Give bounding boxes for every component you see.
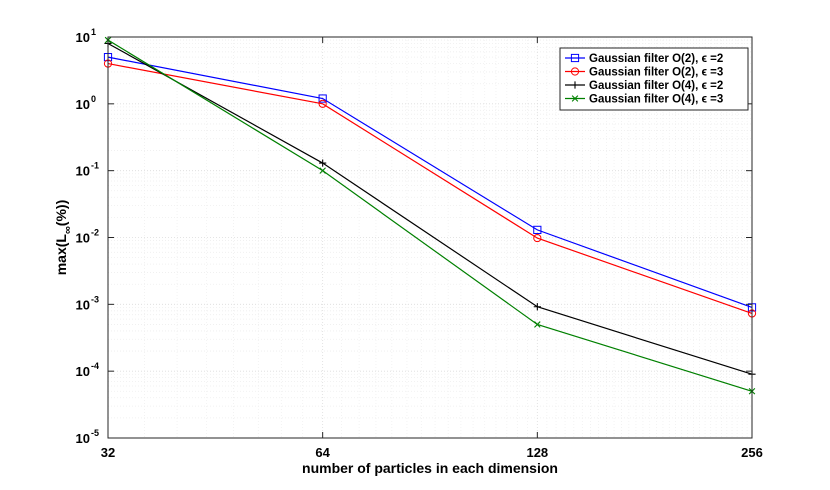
series-line [107,56,753,308]
y-tick-label: 10 [76,164,90,179]
y-tick-exponent: 1 [91,27,96,37]
y-tick-label: 10 [76,30,90,45]
y-tick-label: 10 [76,431,90,446]
legend-item: Gaussian filter O(2), ϵ =3 [565,67,723,79]
y-tick-label: 10 [76,297,90,312]
x-tick-label: 64 [315,445,330,460]
x-axis-label: number of particles in each dimension [302,460,558,476]
y-tick-exponent: -2 [91,228,99,238]
y-axis-label-tail: (%)) [53,200,69,226]
x-tick-label: 256 [741,445,763,460]
legend: Gaussian filter O(2), ϵ =2 Gaussian filte… [559,47,749,111]
y-tick-label: 10 [76,231,90,246]
series-line [107,63,753,315]
y-tick-exponent: 0 [91,94,96,104]
y-tick-label: 10 [76,97,90,112]
data-point [534,321,541,328]
legend-label: Gaussian filter O(4), ϵ =3 [589,94,723,106]
y-axis-label-main: max(L [53,234,69,276]
y-tick-exponent: -3 [91,294,99,304]
data-point [571,81,579,89]
x-tick-label: 32 [101,445,115,460]
series-group [103,36,757,395]
data-point [533,303,541,311]
x-tick-label: 128 [526,445,548,460]
legend-item: Gaussian filter O(2), ϵ =2 [565,53,723,65]
data-point [533,225,542,234]
y-tick-exponent: -4 [91,361,99,371]
data-point [570,53,580,63]
series-line [107,42,753,375]
legend-item: Gaussian filter O(4), ϵ =2 [565,80,723,92]
legend-label: Gaussian filter O(4), ϵ =2 [589,80,723,92]
data-point [571,95,579,102]
y-tick-label: 10 [76,364,90,379]
legend-item: Gaussian filter O(4), ϵ =3 [565,94,723,106]
y-axis-label-sub: ∞ [62,226,74,234]
legend-label: Gaussian filter O(2), ϵ =2 [589,53,723,65]
data-point [319,159,327,167]
legend-label: Gaussian filter O(2), ϵ =3 [589,67,723,79]
series-line [107,39,753,392]
data-point [319,167,326,174]
data-point [318,94,327,103]
svg-text:max(L∞(%)): max(L∞(%)) [53,200,74,276]
y-tick-exponent: -1 [91,161,99,171]
data-point [318,99,327,108]
y-tick-exponent: -5 [91,428,99,438]
data-point [533,233,542,243]
data-point [570,67,580,76]
y-axis-label: max(L∞(%)) [53,200,74,276]
legend-box [559,47,749,111]
